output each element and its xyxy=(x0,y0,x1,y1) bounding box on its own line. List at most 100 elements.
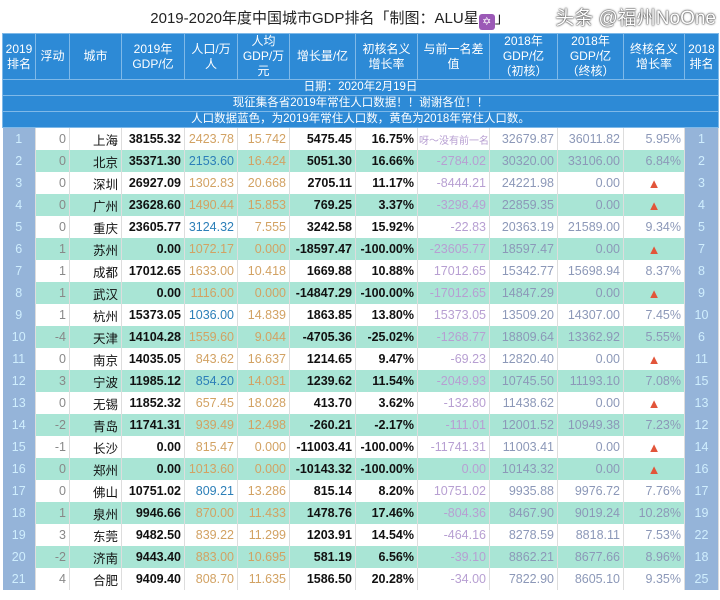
table-row[interactable]: 16 0 郑州 0.00 1013.60 0.000 -10143.32 -100.00% 0.… xyxy=(2,458,719,480)
table-row[interactable]: 1 0 上海 38155.32 2423.78 15.742 5475.45 16.75% 呀～… xyxy=(2,127,719,150)
change: 3 xyxy=(35,370,70,392)
city: 成都 xyxy=(69,260,122,282)
gdp-per-capita: 10.418 xyxy=(237,260,290,282)
population: 1559.60 xyxy=(184,326,238,348)
gdp-per-capita: 14.839 xyxy=(237,304,290,326)
growth-rate-final: ▲ xyxy=(623,348,685,370)
gdp-2018-initial: 8467.90 xyxy=(489,502,558,524)
rank-2018: 6 xyxy=(684,326,719,348)
change: 1 xyxy=(35,238,70,260)
growth-rate-initial: 11.54% xyxy=(355,370,418,392)
table-row[interactable]: 3 0 深圳 26927.09 1302.83 20.668 2705.11 11.17% -8… xyxy=(2,172,719,194)
gdp-2019: 14035.05 xyxy=(121,348,185,370)
table-row[interactable]: 5 0 重庆 23605.77 3124.32 7.555 3242.58 15.92% -22… xyxy=(2,216,719,238)
warning-icon: ▲ xyxy=(647,197,661,213)
growth-rate-initial: 11.17% xyxy=(355,172,418,194)
growth-amount: 2705.11 xyxy=(289,172,356,194)
table-row[interactable]: 20 -2 济南 9443.40 883.00 10.695 581.19 6.56% -39.… xyxy=(2,546,719,568)
city: 上海 xyxy=(69,127,122,150)
growth-amount: -10143.32 xyxy=(289,458,356,480)
table-row[interactable]: 14 -2 青岛 11741.31 939.49 12.498 -260.21 -2.17% -… xyxy=(2,414,719,436)
column-header[interactable]: 初核名义增长率 xyxy=(355,33,418,80)
table-row[interactable]: 4 0 广州 23628.60 1490.44 15.853 769.25 3.37% -329… xyxy=(2,194,719,216)
gdp-2019: 23605.77 xyxy=(121,216,185,238)
column-header[interactable]: 与前一名差值 xyxy=(417,33,490,80)
gdp-per-capita: 14.031 xyxy=(237,370,290,392)
column-header[interactable]: 人均GDP/万元 xyxy=(237,33,290,80)
city: 济南 xyxy=(69,546,122,568)
gdp-2018-initial: 18809.64 xyxy=(489,326,558,348)
rank-2018: 17 xyxy=(684,480,719,502)
city: 北京 xyxy=(69,150,122,172)
table-row[interactable]: 18 1 泉州 9946.66 870.00 11.433 1478.76 17.46% -80… xyxy=(2,502,719,524)
column-header[interactable]: 2018年GDP/亿（终核） xyxy=(557,33,624,80)
column-header[interactable]: 浮动 xyxy=(35,33,70,80)
gdp-per-capita: 15.853 xyxy=(237,194,290,216)
gdp-per-capita: 20.668 xyxy=(237,172,290,194)
column-header[interactable]: 人口/万人 xyxy=(184,33,238,80)
change: 1 xyxy=(35,502,70,524)
column-header[interactable]: 2018年GDP/亿（初核） xyxy=(489,33,558,80)
column-header[interactable]: 终核名义增长率 xyxy=(623,33,685,80)
gdp-2018-final: 0.00 xyxy=(557,436,624,458)
table-row[interactable]: 15 -1 长沙 0.00 815.47 0.000 -11003.41 -100.00% -1… xyxy=(2,436,719,458)
table-row[interactable]: 8 1 武汉 0.00 1116.00 0.000 -14847.29 -100.00% -17… xyxy=(2,282,719,304)
gap-to-previous: 17012.65 xyxy=(417,260,490,282)
growth-rate-final: ▲ xyxy=(623,436,685,458)
growth-rate-initial: 10.88% xyxy=(355,260,418,282)
gdp-2018-initial: 10143.32 xyxy=(489,458,558,480)
gdp-2018-initial: 24221.98 xyxy=(489,172,558,194)
growth-rate-final: 8.37% xyxy=(623,260,685,282)
column-header[interactable]: 2019排名 xyxy=(2,33,36,80)
gdp-2018-initial: 20363.19 xyxy=(489,216,558,238)
gdp-2019: 9443.40 xyxy=(121,546,185,568)
gdp-2019: 11985.12 xyxy=(121,370,185,392)
table-row[interactable]: 11 0 南京 14035.05 843.62 16.637 1214.65 9.47% -69… xyxy=(2,348,719,370)
growth-amount: -4705.36 xyxy=(289,326,356,348)
gap-to-previous: 10751.02 xyxy=(417,480,490,502)
table-row[interactable]: 2 0 北京 35371.30 2153.60 16.424 5051.30 16.66% -2… xyxy=(2,150,719,172)
column-header[interactable]: 2018排名 xyxy=(684,33,719,80)
change: 1 xyxy=(35,260,70,282)
table-row[interactable]: 9 1 杭州 15373.05 1036.00 14.839 1863.85 13.80% 15… xyxy=(2,304,719,326)
rank-2018: 2 xyxy=(684,150,719,172)
table-row[interactable]: 12 3 宁波 11985.12 854.20 14.031 1239.62 11.54% -2… xyxy=(2,370,719,392)
gdp-2019: 9946.66 xyxy=(121,502,185,524)
growth-amount: 1214.65 xyxy=(289,348,356,370)
gdp-per-capita: 7.555 xyxy=(237,216,290,238)
column-header[interactable]: 2019年GDP/亿 xyxy=(121,33,185,80)
table-row[interactable]: 10 -4 天津 14104.28 1559.60 9.044 -4705.36 -25.02… xyxy=(2,326,719,348)
gdp-per-capita: 11.433 xyxy=(237,502,290,524)
gap-to-previous: 0.00 xyxy=(417,458,490,480)
table-row[interactable]: 21 4 合肥 9409.40 808.70 11.635 1586.50 20.28% -34… xyxy=(2,568,719,590)
growth-amount: -11003.41 xyxy=(289,436,356,458)
gdp-2018-final: 0.00 xyxy=(557,348,624,370)
growth-amount: 3242.58 xyxy=(289,216,356,238)
table-row[interactable]: 17 0 佛山 10751.02 809.21 13.286 815.14 8.20% 1075… xyxy=(2,480,719,502)
gap-to-previous: -2784.02 xyxy=(417,150,490,172)
gdp-2019: 9409.40 xyxy=(121,568,185,590)
gdp-2018-final: 0.00 xyxy=(557,238,624,260)
gdp-per-capita: 0.000 xyxy=(237,436,290,458)
table-row[interactable]: 13 0 无锡 11852.32 657.45 18.028 413.70 3.62% -132… xyxy=(2,392,719,414)
gdp-2019: 23628.60 xyxy=(121,194,185,216)
population: 843.62 xyxy=(184,348,238,370)
gap-to-previous: -2049.93 xyxy=(417,370,490,392)
change: -1 xyxy=(35,436,70,458)
table-row[interactable]: 7 1 成都 17012.65 1633.00 10.418 1669.88 10.88% 17… xyxy=(2,260,719,282)
column-header[interactable]: 增长量/亿 xyxy=(289,33,356,80)
growth-rate-initial: -2.17% xyxy=(355,414,418,436)
growth-rate-final: 5.95% xyxy=(623,127,685,150)
change: -2 xyxy=(35,546,70,568)
gdp-per-capita: 9.044 xyxy=(237,326,290,348)
gdp-ranking-table: 2019排名 浮动 城市 2019年GDP/亿 人口/万人 人均GDP/万元 增长量/亿 初核… xyxy=(2,33,719,590)
star-of-david-icon: ✡ xyxy=(478,14,495,30)
table-row[interactable]: 19 3 东莞 9482.50 839.22 11.299 1203.91 14.54% -46… xyxy=(2,524,719,546)
table-row[interactable]: 6 1 苏州 0.00 1072.17 0.000 -18597.47 -100.00% -23… xyxy=(2,238,719,260)
growth-rate-initial: 17.46% xyxy=(355,502,418,524)
column-header[interactable]: 城市 xyxy=(69,33,122,80)
warning-icon: ▲ xyxy=(647,439,661,455)
gdp-2019: 35371.30 xyxy=(121,150,185,172)
gdp-2019: 9482.50 xyxy=(121,524,185,546)
gdp-2019: 11741.31 xyxy=(121,414,185,436)
